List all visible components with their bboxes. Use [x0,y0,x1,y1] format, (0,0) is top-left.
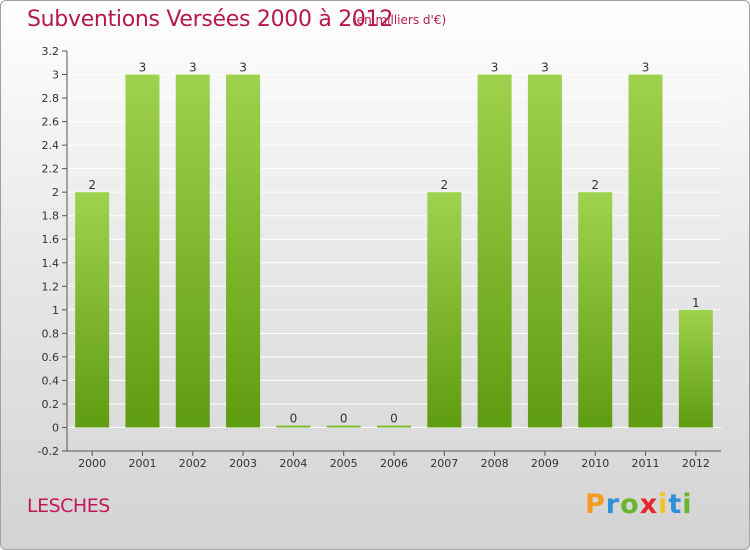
chart-subtitle: (en milliers d'€) [352,13,447,27]
bar-2000 [75,192,110,428]
bar-2008 [477,74,512,428]
logo-letter: P [585,489,606,520]
y-tick-label: 1.2 [42,280,60,293]
x-tick-label-2005: 2005 [330,457,358,470]
logo-letter: x [639,489,659,520]
bar-2006 [377,425,411,428]
x-tick-label-2007: 2007 [430,457,458,470]
y-tick-label: 2.8 [42,92,60,105]
y-tick-label: 1.8 [42,210,60,223]
bar-2011 [628,74,663,428]
logo-letter: o [620,489,640,520]
y-tick-label: 0 [52,421,59,434]
y-tick-label: 1.6 [42,233,60,246]
bar-2001 [125,74,160,428]
value-label-2005: 0 [340,411,348,425]
value-label-2002: 3 [189,61,197,75]
logo-letter: r [605,489,621,520]
y-tick-label: 0.6 [42,351,60,364]
bar-2005 [326,425,361,428]
grid-lines [67,50,721,452]
proxiti-logo: Proxiti [585,489,693,520]
y-tick-label: 2.2 [42,163,60,176]
x-tick-label-2000: 2000 [78,457,106,470]
x-tick-label-2006: 2006 [380,457,408,470]
commune-name: LESCHES [27,495,110,517]
logo-letter: i [682,489,693,520]
value-label-2006: 0 [390,411,398,425]
x-tick-label-2012: 2012 [682,457,710,470]
x-tick-label-2009: 2009 [531,457,559,470]
x-tick-label-2001: 2001 [128,457,156,470]
y-tick-label: 1 [52,304,59,317]
x-tick-label-2003: 2003 [229,457,257,470]
value-label-2011: 3 [642,61,650,75]
y-tick-label: -0.2 [38,445,59,458]
labels: 3.2 3 2.8 2.6 2.4 2.2 2 1.8 1.6 1.4 1.2 1 0.8 0.6 0.4 0… [38,45,710,470]
value-label-2009: 3 [541,61,549,75]
value-label-2003: 3 [239,61,247,75]
y-tick-label: 0.2 [42,398,60,411]
bar-2007 [427,192,462,428]
bar-2004 [276,425,311,428]
y-tick-label: 2.6 [42,116,60,129]
x-tick-label-2004: 2004 [279,457,307,470]
value-label-2004: 0 [290,411,298,425]
value-label-2000: 2 [88,178,96,192]
y-tick-label: 3 [52,69,59,82]
y-tick-label: 2.4 [42,139,60,152]
value-label-2008: 3 [491,61,499,75]
x-tick-label-2008: 2008 [481,457,509,470]
y-tick-label: 3.2 [42,45,60,58]
y-tick-label: 2 [52,186,59,199]
value-label-2001: 3 [139,61,147,75]
value-label-2007: 2 [440,178,448,192]
x-tick-label-2011: 2011 [632,457,660,470]
bar-2003 [226,74,261,428]
value-label-2010: 2 [591,178,599,192]
y-tick-label: 1.4 [42,257,60,270]
logo-letter: i [658,489,669,520]
y-tick-label: 0.8 [42,327,60,340]
value-label-2012: 1 [692,296,700,310]
axes [62,50,721,456]
bar-2010 [578,192,613,428]
logo-letter: t [668,489,683,520]
x-tick-label-2010: 2010 [581,457,609,470]
bar-2009 [527,74,562,428]
chart-title: Subventions Versées 2000 à 2012 [27,7,394,32]
bar-2012 [678,309,713,428]
bars [75,74,713,428]
x-tick-label-2002: 2002 [179,457,207,470]
y-tick-label: 0.4 [42,374,60,387]
bar-2002 [175,74,210,428]
